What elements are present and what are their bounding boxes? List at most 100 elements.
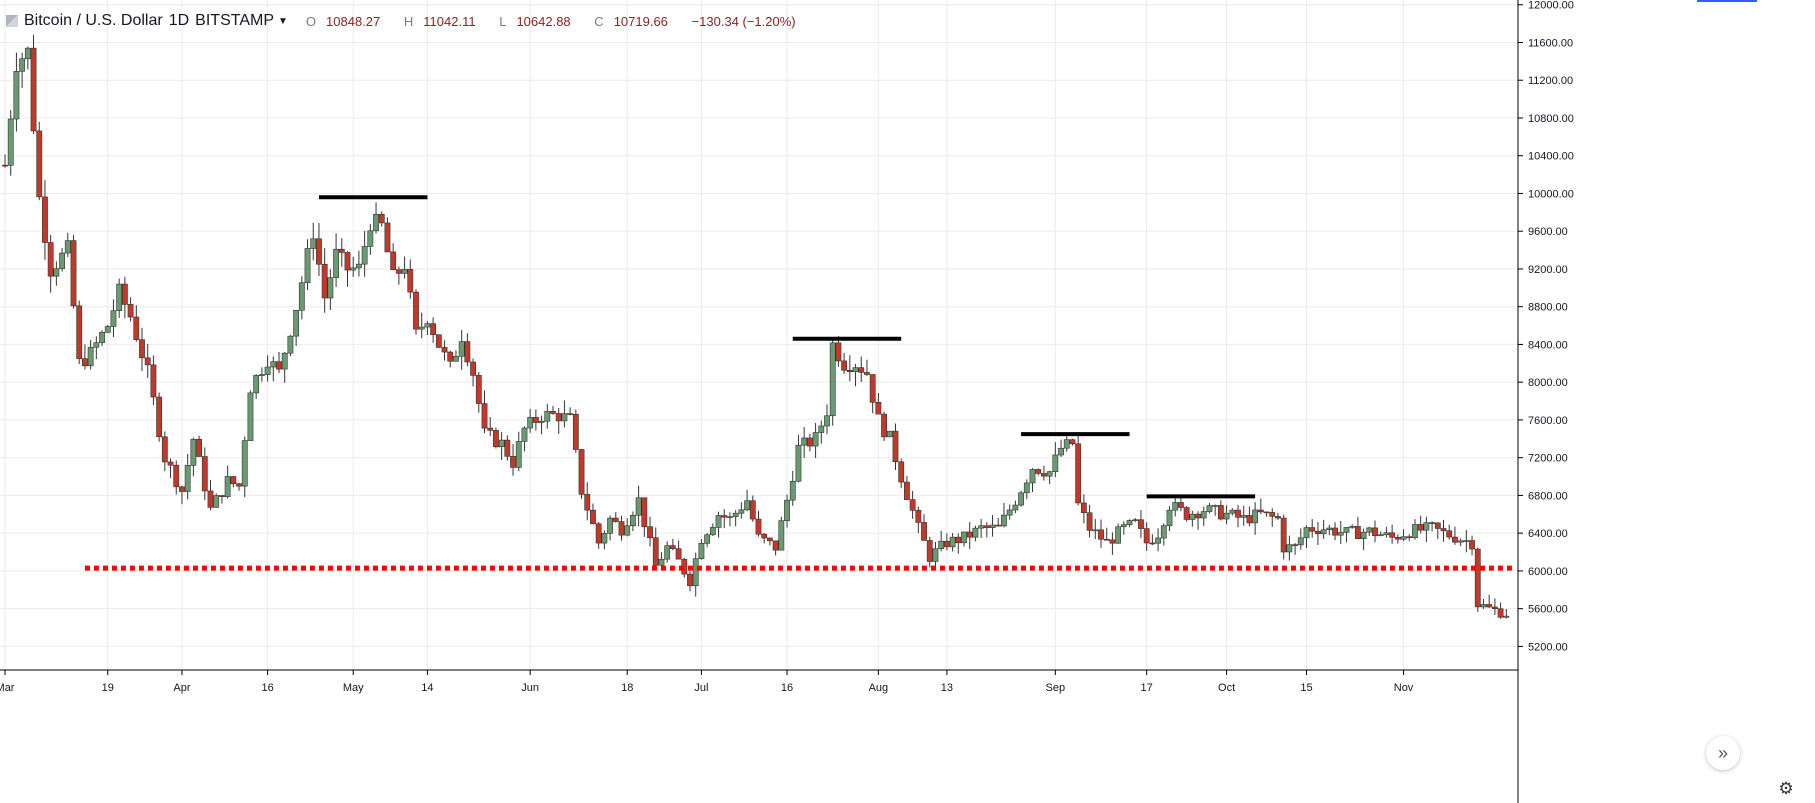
candle-body	[1446, 530, 1453, 538]
candle-body	[538, 420, 545, 423]
candle-body	[110, 310, 117, 327]
candle-body	[1069, 439, 1076, 445]
candle-body	[544, 411, 551, 422]
candle-body	[1086, 512, 1093, 531]
candle-body	[213, 495, 220, 508]
candle-body	[321, 263, 328, 299]
candle-body	[1326, 527, 1333, 531]
candle-body	[652, 537, 659, 566]
time-tick-label: May	[343, 682, 364, 694]
candle-body	[1195, 513, 1201, 519]
candle-body	[1434, 522, 1441, 529]
candle-body	[1452, 536, 1458, 543]
candle-body	[1269, 512, 1276, 517]
price-tick-label: 10000.00	[1528, 188, 1574, 200]
double-chevron-right-icon: »	[1717, 742, 1728, 763]
candle-body	[1417, 524, 1424, 531]
candle-body	[475, 375, 482, 404]
candle-body	[886, 430, 893, 438]
candle-body	[207, 490, 214, 508]
candle-body	[430, 323, 437, 336]
candle-body	[1166, 509, 1173, 527]
candle-body	[47, 242, 54, 277]
exchange-label[interactable]: BITSTAMP	[195, 12, 274, 29]
gear-icon[interactable]: ⚙	[1778, 779, 1794, 798]
candle-body	[715, 515, 722, 528]
candle-body	[1223, 512, 1230, 520]
candle-body	[1429, 522, 1435, 524]
candle-body	[835, 342, 842, 362]
candle-body	[401, 269, 408, 274]
candle-body	[82, 358, 88, 367]
candle-body	[1109, 539, 1116, 544]
price-tick-label: 11600.00	[1528, 37, 1573, 49]
candle-body	[1480, 604, 1487, 608]
candle-body	[504, 439, 511, 457]
candle-body	[1360, 531, 1367, 539]
candle-body	[196, 438, 202, 457]
time-tick-label: 15	[1300, 682, 1312, 694]
candle-body	[30, 47, 37, 132]
candle-body	[595, 523, 602, 544]
candle-body	[1046, 471, 1053, 477]
interval-label[interactable]: 1D	[168, 12, 190, 29]
candle-body	[1075, 443, 1082, 504]
candle-body	[515, 441, 522, 468]
candle-body	[1280, 517, 1287, 553]
candle-body	[567, 413, 574, 415]
candle-body	[881, 413, 887, 438]
candle-body	[1138, 519, 1144, 529]
low-value: L 10642.88	[499, 13, 571, 29]
candle-body	[1263, 511, 1270, 514]
candle-body	[926, 540, 933, 562]
chevron-down-icon[interactable]: ▼	[278, 15, 288, 27]
candle-body	[664, 545, 671, 560]
candle-body	[824, 415, 830, 427]
candle-body	[767, 537, 773, 542]
candle-body	[247, 392, 254, 441]
candle-body	[36, 130, 43, 198]
candle-body	[70, 240, 77, 307]
candle-body	[1200, 511, 1207, 519]
candle-body	[932, 548, 939, 562]
candle-body	[161, 436, 168, 463]
time-tick-label: 19	[102, 682, 114, 694]
candle-body	[1491, 606, 1498, 610]
price-tick-label: 9600.00	[1528, 226, 1568, 238]
candle-body	[949, 536, 956, 548]
candle-body	[607, 517, 613, 534]
candle-body	[1503, 615, 1510, 618]
price-tick-label: 10400.00	[1528, 151, 1574, 163]
candle-body	[561, 413, 568, 422]
close-value: C 10719.66	[594, 13, 668, 29]
candle-body	[578, 449, 585, 495]
candle-body	[584, 494, 591, 511]
candle-body	[104, 326, 111, 333]
candle-body	[395, 269, 402, 274]
candle-body	[601, 533, 608, 544]
symbol-name[interactable]: Bitcoin / U.S. Dollar	[24, 12, 163, 29]
candle-body	[298, 282, 305, 311]
candle-body	[316, 238, 322, 265]
candle-body	[1160, 525, 1167, 539]
scroll-to-realtime-button[interactable]: »	[1706, 736, 1740, 770]
candle-body	[287, 335, 294, 354]
open-value: O 10848.27	[305, 13, 381, 29]
candle-body	[852, 367, 859, 373]
candle-body	[555, 413, 562, 422]
candle-body	[841, 360, 848, 371]
candle-body	[264, 366, 271, 375]
candle-body	[201, 456, 208, 492]
candle-body	[572, 413, 579, 450]
price-tick-label: 11200.00	[1528, 75, 1573, 87]
price-tick-label: 7600.00	[1528, 415, 1568, 427]
candle-body	[378, 213, 385, 224]
candle-body	[42, 196, 48, 243]
candle-body	[1366, 527, 1373, 533]
candle-body	[435, 334, 442, 348]
candle-body	[1103, 538, 1110, 541]
candle-body	[1332, 527, 1338, 536]
candle-body	[2, 164, 8, 167]
candle-body	[744, 500, 750, 511]
